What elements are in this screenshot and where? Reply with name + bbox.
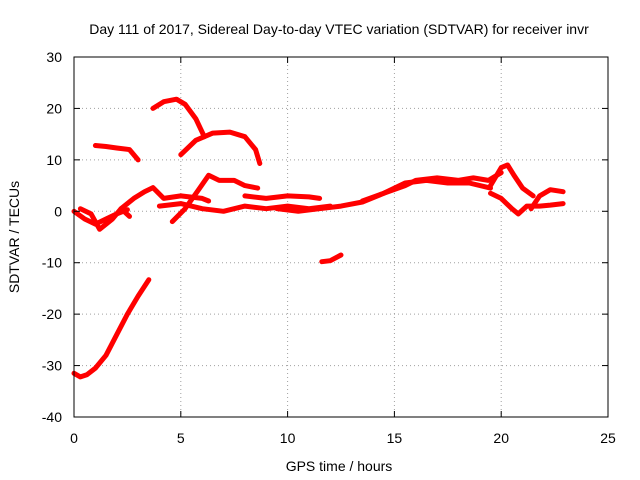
x-tick-label: 20 bbox=[493, 430, 509, 446]
series-arc-dip-right bbox=[488, 190, 566, 217]
grid-layer bbox=[74, 57, 608, 417]
y-tick-label: 0 bbox=[54, 203, 62, 219]
series-arc-negative-short bbox=[319, 252, 344, 265]
y-tick-label: -30 bbox=[42, 358, 62, 374]
series-arc-hump-15 bbox=[178, 129, 263, 166]
series-layer bbox=[71, 96, 566, 380]
x-axis-label: GPS time / hours bbox=[286, 458, 393, 474]
x-tick-label: 15 bbox=[387, 430, 403, 446]
x-tick-label: 10 bbox=[280, 430, 296, 446]
y-tick-label: -20 bbox=[42, 306, 62, 322]
y-tick-label: 10 bbox=[46, 152, 62, 168]
y-tick-label: -40 bbox=[42, 409, 62, 425]
series-arc-low-mid bbox=[156, 201, 333, 214]
series-arc-deep-negative bbox=[71, 277, 152, 380]
chart-title: Day 111 of 2017, Sidereal Day-to-day VTE… bbox=[89, 21, 589, 37]
series-arc-mid-upper bbox=[242, 193, 323, 201]
series-arc-hump-20 bbox=[150, 96, 207, 140]
series-arc-upper-right bbox=[359, 170, 504, 204]
y-tick-label: 20 bbox=[46, 100, 62, 116]
series-arc-peak-right bbox=[488, 162, 536, 199]
series-arc-tail-right bbox=[528, 187, 566, 212]
y-axis-label: SDTVAR / TECUs bbox=[6, 181, 22, 293]
series-arc-bump-early bbox=[118, 185, 212, 212]
x-tick-label: 0 bbox=[70, 430, 78, 446]
series-arc-upper-left bbox=[92, 143, 141, 163]
y-tick-label: -10 bbox=[42, 255, 62, 271]
tick-layer: 0 5 10 15 20 25 30 20 10 0 -10 -20 -30 -40 bbox=[42, 49, 616, 446]
plot-frame bbox=[73, 56, 609, 418]
x-tick-label: 5 bbox=[177, 430, 185, 446]
y-tick-label: 30 bbox=[46, 49, 62, 65]
x-tick-label: 25 bbox=[600, 430, 616, 446]
